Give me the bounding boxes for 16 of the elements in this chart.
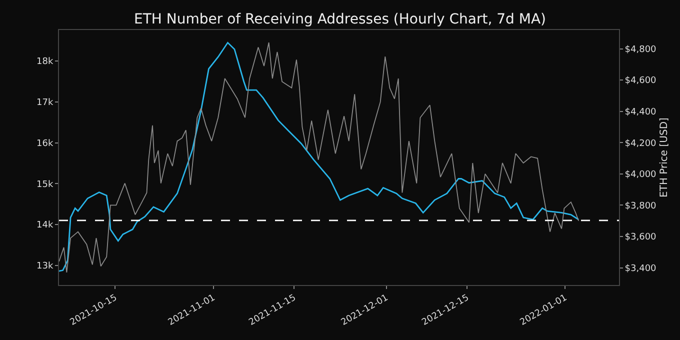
y-tick-label: 16k [36, 138, 54, 149]
y-tick-label: 14k [36, 220, 54, 231]
y2-tick-label: $4,800 [624, 44, 657, 55]
y2-axis-title: ETH Price [USD] [659, 117, 670, 198]
y2-tick-label: $4,600 [624, 76, 657, 86]
y-tick-label: 18k [36, 57, 54, 68]
y2-tick-label: $4,200 [624, 138, 657, 149]
y-tick-label: 17k [36, 98, 54, 108]
y2-tick-label: $4,400 [624, 108, 657, 118]
y2-tick-label: $4,000 [624, 170, 657, 180]
y-tick-label: 15k [36, 180, 54, 190]
y-tick-label: 13k [36, 262, 54, 272]
y2-tick-label: $3,600 [624, 232, 657, 243]
y2-tick-label: $3,400 [624, 264, 657, 274]
chart-title: ETH Number of Receiving Addresses (Hourly Chart, 7d MA) [134, 11, 546, 28]
y2-tick-label: $3,800 [624, 201, 657, 212]
